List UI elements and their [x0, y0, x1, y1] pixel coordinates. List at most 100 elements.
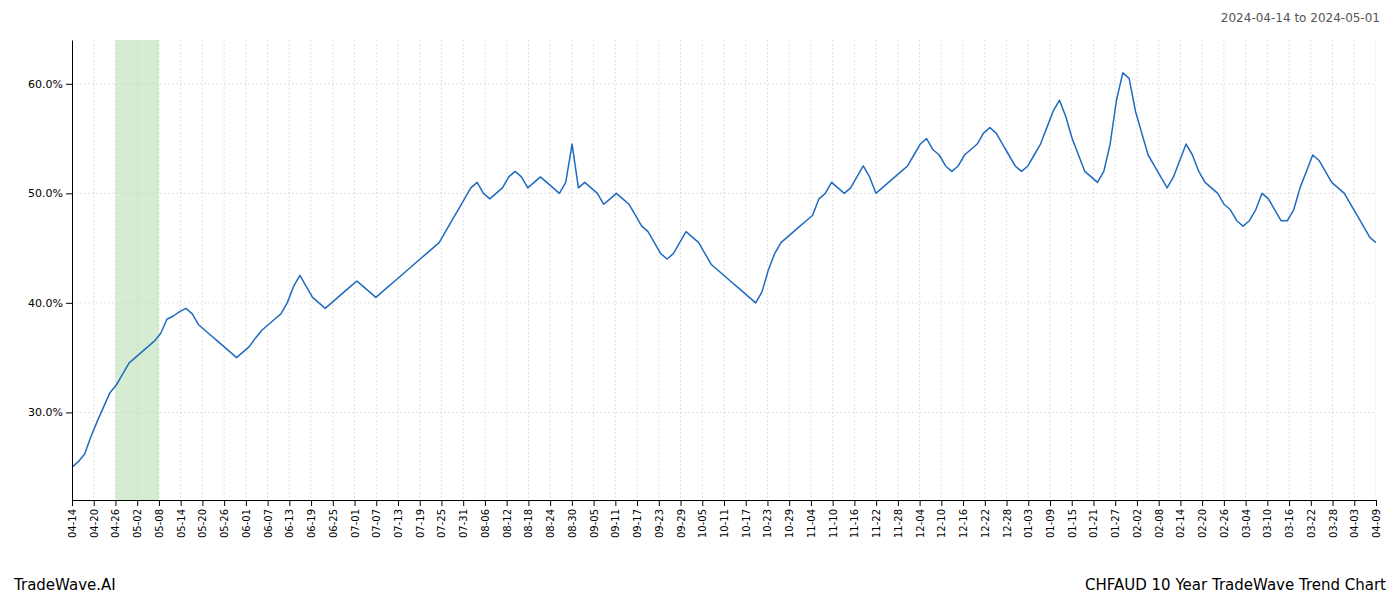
x-tick-mark: [1354, 500, 1355, 506]
x-grid-line: [897, 40, 898, 500]
x-tick-label: 07-25: [436, 509, 447, 538]
x-tick-mark: [246, 500, 247, 506]
x-tick-mark: [181, 500, 182, 506]
x-tick-label: 08-12: [502, 509, 513, 538]
x-tick-mark: [920, 500, 921, 506]
x-tick-mark: [1311, 500, 1312, 506]
x-tick-mark: [1202, 500, 1203, 506]
x-grid-line: [224, 40, 225, 500]
x-tick: 09-05: [589, 500, 600, 538]
x-tick-label: 10-17: [741, 509, 752, 538]
x-grid-line: [1332, 40, 1333, 500]
x-tick: 01-09: [1045, 500, 1056, 538]
x-grid-line: [1028, 40, 1029, 500]
x-tick-mark: [1224, 500, 1225, 506]
data-layer: [72, 40, 1376, 500]
x-grid-line: [158, 40, 159, 500]
x-grid-line: [1071, 40, 1072, 500]
x-tick-mark: [485, 500, 486, 506]
x-tick-label: 09-23: [654, 509, 665, 538]
x-tick: 12-04: [915, 500, 926, 538]
x-tick-mark: [550, 500, 551, 506]
x-tick-mark: [1007, 500, 1008, 506]
x-grid-line: [1245, 40, 1246, 500]
x-grid-line: [1136, 40, 1137, 500]
y-grid-line: [72, 302, 1376, 303]
x-grid-line: [1376, 40, 1377, 500]
x-tick-mark: [941, 500, 942, 506]
x-tick-mark: [594, 500, 595, 506]
x-tick-mark: [376, 500, 377, 506]
x-tick: 12-10: [936, 500, 947, 538]
x-tick-label: 05-26: [219, 509, 230, 538]
x-tick-mark: [311, 500, 312, 506]
x-grid-line: [72, 40, 73, 500]
x-grid-line: [441, 40, 442, 500]
x-grid-line: [137, 40, 138, 500]
x-grid-line: [680, 40, 681, 500]
x-grid-line: [506, 40, 507, 500]
x-tick-mark: [289, 500, 290, 506]
x-tick: 02-20: [1197, 500, 1208, 538]
x-tick-mark: [1376, 500, 1377, 506]
x-tick: 05-02: [132, 500, 143, 538]
x-tick-label: 05-14: [176, 509, 187, 538]
y-axis-line: [72, 41, 73, 501]
x-tick-label: 02-14: [1175, 509, 1186, 538]
x-tick-mark: [637, 500, 638, 506]
plot-area: 04-1404-2004-2605-0205-0805-1405-2005-26…: [28, 40, 1382, 538]
x-grid-line: [245, 40, 246, 500]
x-tick-mark: [420, 500, 421, 506]
x-tick-label: 02-20: [1197, 509, 1208, 538]
x-tick-mark: [202, 500, 203, 506]
line: [72, 73, 1376, 467]
x-tick-label: 08-30: [567, 509, 578, 538]
x-tick-label: 03-28: [1328, 509, 1339, 538]
x-grid-line: [311, 40, 312, 500]
y-grid-line: [72, 193, 1376, 194]
x-tick-mark: [72, 500, 73, 506]
y-grid-line: [72, 412, 1376, 413]
x-tick-label: 12-10: [936, 509, 947, 538]
y-tick-label: 30.0%: [28, 406, 63, 419]
x-axis: 04-1404-2004-2605-0205-0805-1405-2005-26…: [67, 500, 1382, 538]
x-tick-label: 04-03: [1349, 509, 1360, 538]
x-tick-mark: [224, 500, 225, 506]
x-tick: 04-26: [110, 500, 121, 538]
x-tick-mark: [724, 500, 725, 506]
x-tick-mark: [767, 500, 768, 506]
x-grid-line: [1180, 40, 1181, 500]
y-tick: 60.0%: [28, 78, 72, 91]
x-tick: 09-17: [632, 500, 643, 538]
x-tick-mark: [702, 500, 703, 506]
x-tick-mark: [333, 500, 334, 506]
x-grid-line: [289, 40, 290, 500]
x-tick: 11-04: [806, 500, 817, 538]
x-grid-line: [398, 40, 399, 500]
x-tick: 11-16: [849, 500, 860, 538]
y-tick-mark: [66, 193, 72, 194]
x-tick-label: 09-29: [676, 509, 687, 538]
x-tick-label: 08-24: [545, 509, 556, 538]
x-tick: 12-28: [1002, 500, 1013, 538]
x-tick-label: 04-14: [67, 509, 78, 538]
x-tick-mark: [833, 500, 834, 506]
x-grid-line: [702, 40, 703, 500]
x-grid-line: [1158, 40, 1159, 500]
x-grid-line: [354, 40, 355, 500]
x-tick-mark: [1050, 500, 1051, 506]
x-grid-line: [463, 40, 464, 500]
x-tick-mark: [1180, 500, 1181, 506]
x-tick-mark: [355, 500, 356, 506]
x-tick-mark: [572, 500, 573, 506]
x-tick: 01-27: [1110, 500, 1121, 538]
x-tick: 06-07: [263, 500, 274, 538]
x-grid-line: [1050, 40, 1051, 500]
x-grid-line: [528, 40, 529, 500]
x-grid-line: [1289, 40, 1290, 500]
x-tick-mark: [898, 500, 899, 506]
x-tick-mark: [811, 500, 812, 506]
y-tick-mark: [66, 84, 72, 85]
x-tick-label: 11-10: [828, 509, 839, 538]
x-tick-mark: [1093, 500, 1094, 506]
